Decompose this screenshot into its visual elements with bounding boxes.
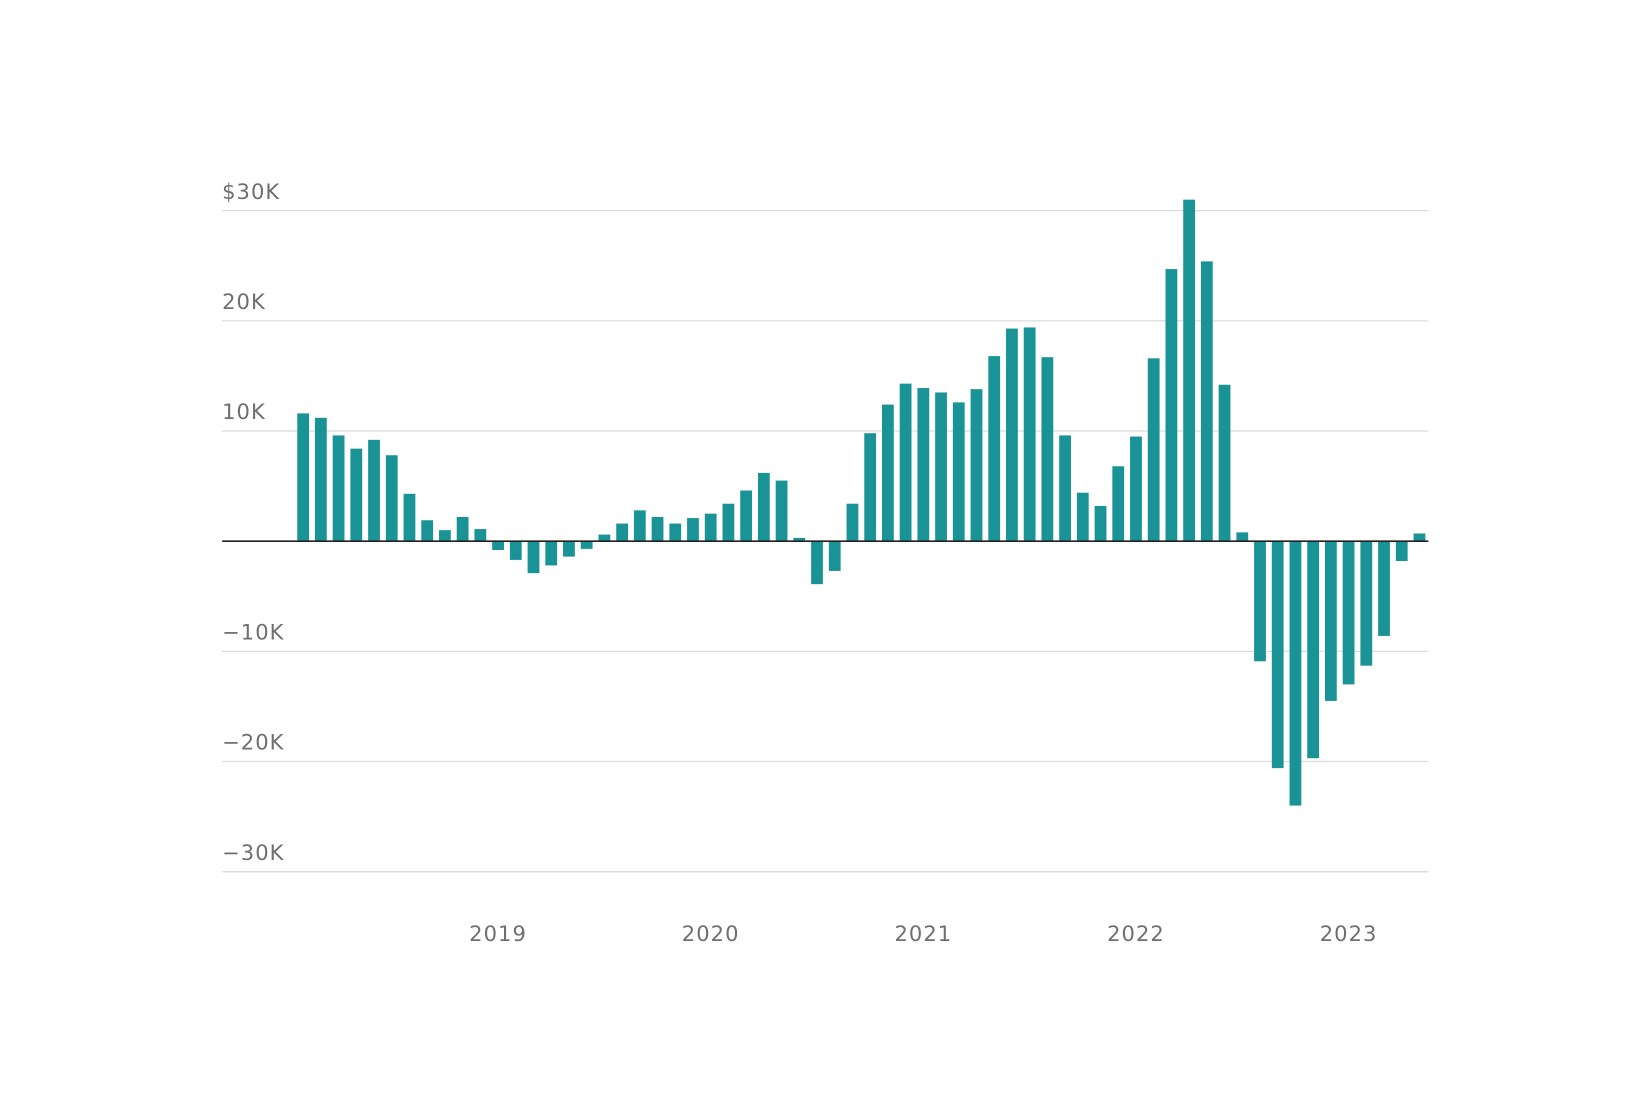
- bar: [864, 433, 877, 542]
- bar: [598, 534, 611, 542]
- bar: [740, 490, 753, 542]
- bar: [722, 503, 735, 542]
- bar: [545, 541, 558, 566]
- bar: [421, 520, 434, 542]
- y-tick-label: 20K: [222, 289, 266, 314]
- bar: [811, 541, 823, 585]
- bar: [1218, 384, 1231, 542]
- y-tick-label: −10K: [222, 619, 285, 644]
- bar: [757, 472, 770, 542]
- bar: [917, 388, 930, 542]
- bar: [828, 541, 841, 571]
- bar: [970, 389, 983, 542]
- bar: [403, 493, 416, 542]
- bar: [1342, 541, 1355, 685]
- bar: [899, 383, 912, 542]
- bar: [1360, 541, 1373, 666]
- bar: [616, 523, 628, 542]
- x-tick-label: 2022: [1107, 921, 1165, 946]
- bar: [1076, 492, 1089, 542]
- bar: [988, 356, 1001, 542]
- bar: [687, 518, 699, 542]
- bar: [669, 523, 682, 542]
- bar: [1147, 358, 1160, 542]
- bar: [439, 530, 451, 542]
- bar: [1165, 269, 1178, 542]
- bar: [1271, 541, 1284, 769]
- bar: [314, 417, 327, 542]
- bar: [1254, 541, 1266, 662]
- bar: [1200, 261, 1213, 542]
- bar: [492, 541, 504, 550]
- bar: [527, 541, 540, 574]
- bar: [704, 513, 717, 542]
- x-tick-label: 2020: [682, 921, 740, 946]
- bar: [1112, 466, 1125, 542]
- bar: [332, 435, 345, 542]
- bar: [1183, 199, 1196, 542]
- bar: [368, 439, 380, 542]
- bar: [1236, 532, 1249, 542]
- bar: [563, 541, 575, 557]
- bar: [633, 510, 646, 542]
- bar: [1130, 436, 1142, 542]
- bar: [846, 503, 859, 542]
- bar: [1059, 435, 1071, 542]
- bar: [1413, 533, 1426, 542]
- bar: [1006, 328, 1018, 542]
- bar: [1041, 357, 1054, 542]
- y-tick-label: $30K: [222, 179, 280, 204]
- bar: [1395, 541, 1408, 562]
- bar: [474, 529, 487, 542]
- bar: [350, 448, 363, 542]
- bar: [793, 537, 806, 542]
- y-tick-label: 10K: [222, 399, 266, 424]
- bar: [952, 402, 965, 542]
- bar: [1378, 541, 1390, 636]
- bar: [297, 413, 310, 542]
- bar: [456, 516, 469, 542]
- bar: [580, 541, 593, 549]
- y-tick-label: −30K: [222, 840, 285, 865]
- x-tick-label: 2019: [469, 921, 527, 946]
- bar: [881, 404, 894, 542]
- bar: [935, 392, 947, 542]
- bar: [651, 516, 664, 542]
- bar: [1324, 541, 1337, 701]
- y-tick-label: −20K: [222, 730, 285, 755]
- bar: [509, 541, 522, 560]
- bar: [385, 455, 398, 542]
- x-tick-label: 2023: [1320, 921, 1378, 946]
- bar: [1094, 505, 1107, 542]
- bar: [1023, 327, 1036, 542]
- bar: [1289, 541, 1302, 806]
- x-tick-label: 2021: [894, 921, 952, 946]
- bar: [775, 480, 788, 542]
- bar: [1307, 541, 1320, 759]
